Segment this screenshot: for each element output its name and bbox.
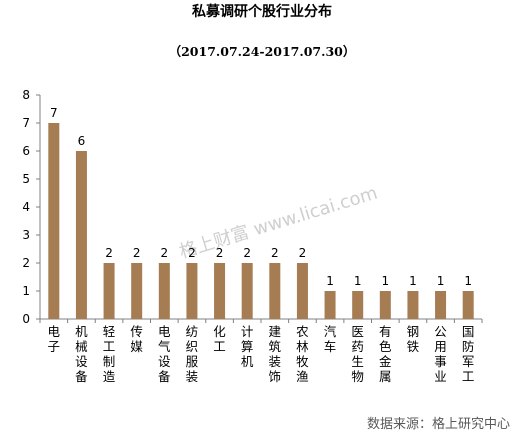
bar <box>324 291 336 319</box>
data-label: 6 <box>78 134 86 148</box>
data-label: 2 <box>216 246 224 260</box>
category-label: 公用事业 <box>434 324 447 384</box>
bar <box>296 263 308 319</box>
bar <box>214 263 226 319</box>
y-tick-label: 0 <box>22 312 30 326</box>
y-tick-label: 5 <box>22 172 30 186</box>
category-label: 纺织服装 <box>186 324 199 384</box>
bar <box>48 123 60 319</box>
y-tick-label: 2 <box>22 256 30 270</box>
category-label: 建筑装饰 <box>269 324 282 384</box>
data-label: 7 <box>50 106 58 120</box>
data-label: 2 <box>133 246 141 260</box>
chart-subtitle: （2017.07.24-2017.07.30） <box>169 44 356 59</box>
category-label: 电气设备 <box>158 324 171 384</box>
bar <box>269 263 281 319</box>
category-label: 电子 <box>48 324 61 354</box>
data-labels-group: 7 6 2 2 2 2 2 2 2 2 1 1 1 1 1 1 <box>50 106 472 288</box>
chart-title: 私募调研个股行业分布 <box>192 3 332 20</box>
y-tick-label: 3 <box>22 228 30 242</box>
category-label: 汽车 <box>324 324 337 354</box>
y-tick-label: 4 <box>22 200 30 214</box>
y-tick-label: 6 <box>22 144 30 158</box>
bar <box>158 263 170 319</box>
data-label: 2 <box>243 246 251 260</box>
data-label: 2 <box>299 246 307 260</box>
bars-group <box>48 123 474 319</box>
category-label: 国防军工 <box>462 324 475 384</box>
data-label: 1 <box>354 274 362 288</box>
bar <box>75 151 87 319</box>
y-tick-label: 8 <box>22 88 30 102</box>
category-label: 钢铁 <box>407 324 420 354</box>
data-label: 2 <box>160 246 168 260</box>
bar <box>186 263 198 319</box>
category-label: 传媒 <box>130 324 143 354</box>
bar <box>241 263 253 319</box>
data-label: 2 <box>105 246 113 260</box>
data-label: 2 <box>188 246 196 260</box>
data-label: 1 <box>381 274 389 288</box>
category-label: 轻工制造 <box>103 324 116 384</box>
bar <box>131 263 143 319</box>
bar <box>462 291 474 319</box>
category-label: 农林牧渔 <box>296 324 309 384</box>
category-label: 化工 <box>213 324 226 354</box>
data-label: 1 <box>464 274 472 288</box>
category-label: 计算机 <box>241 324 254 369</box>
y-tick-label: 1 <box>22 284 30 298</box>
category-labels-group: 电子 机械设备 轻工制造 传媒 电气设备 纺织服装 化工 计算机 建筑装饰 农林牧渔 汽车 医药生物 有… <box>48 324 475 384</box>
bar <box>103 263 115 319</box>
category-label: 机械设备 <box>75 324 88 384</box>
category-label: 医药生物 <box>351 324 364 384</box>
y-tick-label: 7 <box>22 116 30 130</box>
data-label: 1 <box>409 274 417 288</box>
bar <box>435 291 447 319</box>
data-label: 1 <box>326 274 334 288</box>
data-label: 1 <box>437 274 445 288</box>
data-label: 2 <box>271 246 279 260</box>
source-note: 数据来源：格上研究中心 <box>367 416 510 432</box>
bar <box>407 291 419 319</box>
bar <box>352 291 364 319</box>
category-label: 有色金属 <box>379 324 392 384</box>
bar <box>379 291 391 319</box>
